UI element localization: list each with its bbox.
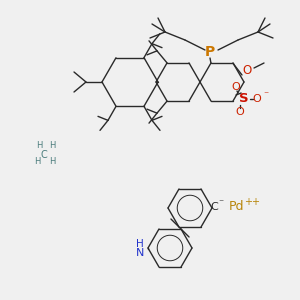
Text: S: S	[239, 92, 249, 106]
Text: N: N	[136, 248, 144, 258]
Text: ⁻: ⁻	[263, 90, 268, 100]
Text: H: H	[36, 142, 42, 151]
Text: O: O	[232, 82, 240, 92]
Text: O: O	[242, 64, 252, 77]
Text: P: P	[205, 45, 215, 59]
Text: Pd: Pd	[228, 200, 244, 214]
Text: ⁻: ⁻	[218, 198, 224, 208]
Text: C: C	[210, 202, 218, 212]
Text: H: H	[34, 158, 40, 166]
Text: O: O	[236, 107, 244, 117]
Text: H: H	[49, 142, 55, 151]
Text: H: H	[49, 158, 55, 166]
Text: H: H	[136, 239, 144, 249]
Text: C: C	[40, 150, 47, 160]
Text: ++: ++	[244, 197, 260, 207]
Text: O: O	[253, 94, 261, 104]
